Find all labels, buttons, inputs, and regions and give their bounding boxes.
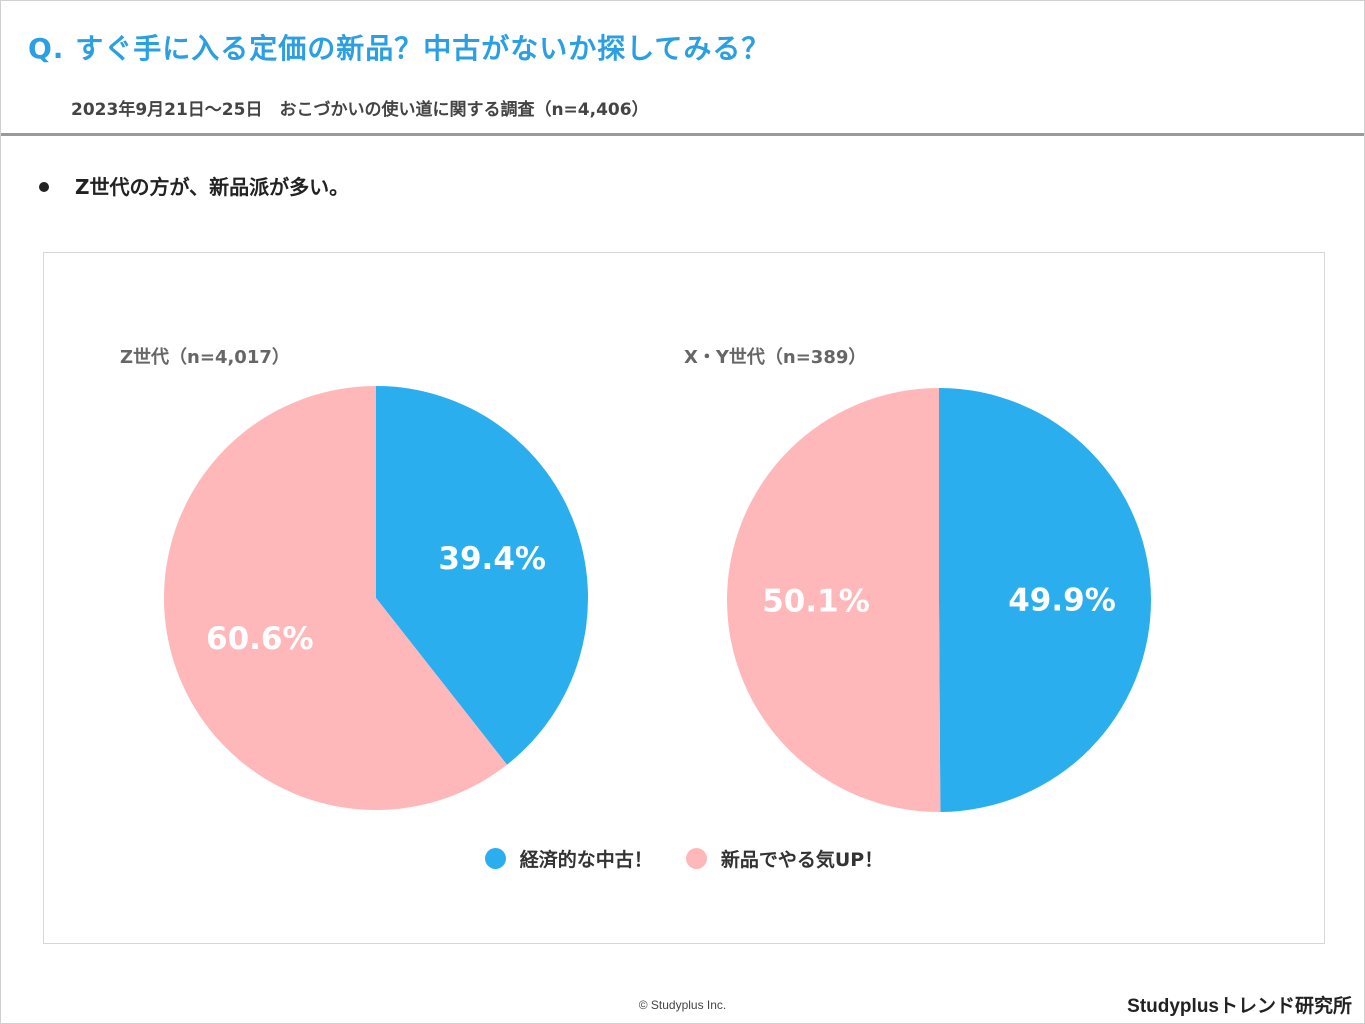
pie-value-label: 39.4% — [438, 541, 546, 577]
legend-label: 新品でやる気UP！ — [720, 849, 884, 871]
pie-value-label: 49.9% — [1008, 583, 1116, 619]
chart-container: Z世代（n=4,017） 39.4% 60.6% X・Y世代（n=389） 49.… — [43, 252, 1325, 944]
legend-item-new: 新品でやる気UP！ — [685, 845, 884, 872]
bullet-icon — [39, 181, 49, 192]
copyright: © Studyplus Inc. — [638, 998, 727, 1012]
pie-z-generation: Z世代（n=4,017） 39.4% 60.6% — [120, 347, 588, 810]
legend-swatch-new — [685, 848, 707, 869]
pie-charts: Z世代（n=4,017） 39.4% 60.6% X・Y世代（n=389） 49.… — [120, 347, 1151, 812]
pie-title: Z世代（n=4,017） — [120, 347, 290, 368]
header: Q. すぐ手に入る定価の新品？中古がないか探してみる？ 2023年9月21日〜2… — [1, 1, 1364, 136]
legend-item-used: 経済的な中古！ — [484, 845, 653, 872]
brand-logo: Studyplusトレンド研究所 — [1127, 996, 1352, 1017]
pie-value-label: 50.1% — [762, 583, 870, 619]
pie-slice-used — [939, 388, 1151, 812]
key-finding-text: Z世代の方が、新品派が多い。 — [75, 175, 350, 199]
chart-legend: 経済的な中古！ 新品でやる気UP！ — [44, 845, 1324, 872]
pie-value-label: 60.6% — [206, 621, 314, 657]
pie-slice-new — [726, 388, 941, 812]
pie-title: X・Y世代（n=389） — [684, 347, 866, 368]
pie-slice-used — [376, 386, 588, 765]
question-title: Q. すぐ手に入る定価の新品？中古がないか探してみる？ — [28, 32, 771, 65]
key-finding: Z世代の方が、新品派が多い。 — [39, 171, 349, 200]
survey-subtitle: 2023年9月21日〜25日 おこづかいの使い道に関する調査（n=4,406） — [71, 100, 649, 120]
legend-label: 経済的な中古！ — [519, 849, 653, 871]
pie-xy-generation: X・Y世代（n=389） 49.9% 50.1% — [684, 347, 1151, 812]
pie-slice-new — [164, 385, 507, 810]
legend-swatch-used — [484, 848, 506, 869]
